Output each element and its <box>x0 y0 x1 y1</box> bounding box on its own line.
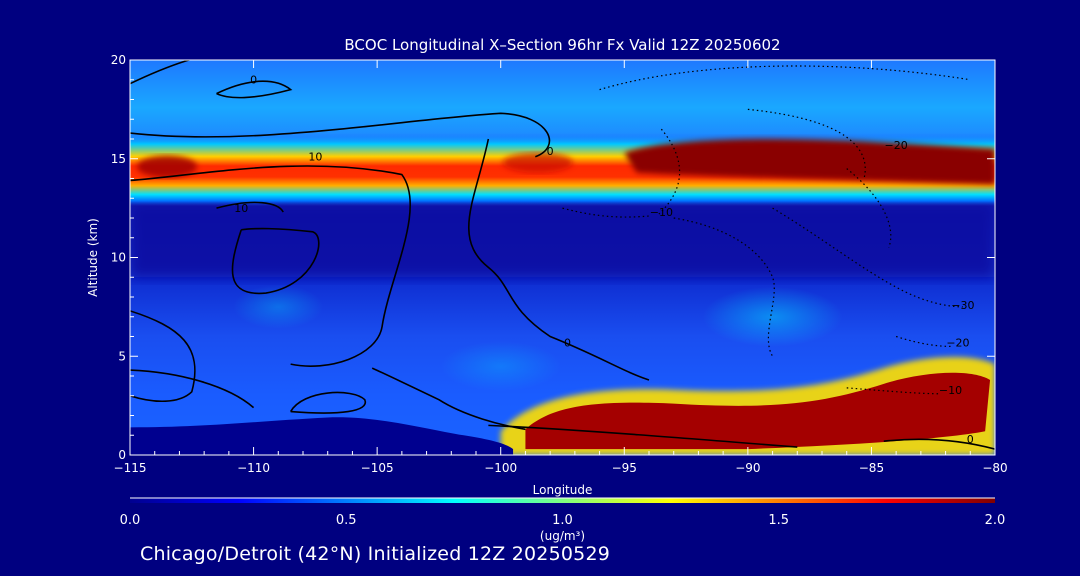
terrain-surface <box>130 417 514 455</box>
heatmap-field <box>130 60 995 455</box>
colorbar-label: 1.0 <box>552 513 573 528</box>
colorbar-gradient <box>130 498 995 503</box>
contour-line <box>130 310 196 403</box>
colorbar: 0.0 0.5 1.5 2.0 <box>120 497 1006 528</box>
colorbar-units: (ug/m³) <box>540 529 585 543</box>
contour-label: −10 <box>939 384 962 397</box>
x-axis-label: Longitude <box>533 483 593 497</box>
contour-line <box>772 207 963 308</box>
y-axis: 0 5 10 15 20 <box>111 53 995 462</box>
y-tick-label: 15 <box>111 152 126 166</box>
contour-line <box>846 387 941 395</box>
contour-label: −20 <box>946 336 969 349</box>
contour-line <box>371 367 526 431</box>
heat-patch <box>702 286 843 347</box>
contour-line <box>130 369 255 409</box>
contour-label: −20 <box>885 139 908 152</box>
y-tick-label: 5 <box>118 349 126 363</box>
x-tick-label: −80 <box>982 461 1007 475</box>
x-tick-label: −105 <box>361 461 394 475</box>
y-tick-label: 0 <box>118 448 126 462</box>
chart-title: BCOC Longitudinal X–Section 96hr Fx Vali… <box>344 36 780 54</box>
heat-low-core <box>130 202 995 278</box>
contour-line <box>130 165 411 367</box>
contour-label: 0 <box>547 145 554 158</box>
colorbar-tick-label: 0.0 <box>120 513 141 528</box>
contour-lines: 0 10 10 0 −10 −20 −30 −20 −10 0 0 <box>130 60 995 450</box>
contour-line <box>216 80 293 99</box>
heat-plume-core <box>525 372 991 450</box>
contour-label: 0 <box>250 74 257 87</box>
x-tick-label: −100 <box>484 461 517 475</box>
contour-label: −30 <box>951 299 974 312</box>
contour-label: −10 <box>650 206 673 219</box>
y-tick-label: 20 <box>111 53 126 67</box>
colorbar-tick-label: 1.5 <box>768 513 789 528</box>
contour-line <box>883 438 995 450</box>
terrain <box>130 417 514 455</box>
heat-upper-core <box>624 138 995 185</box>
x-axis: −115 −110 −105 −100 −95 −90 −85 −80 <box>114 60 1008 475</box>
contour-line <box>488 424 798 448</box>
contour-line <box>216 201 284 213</box>
contour-line <box>130 60 192 85</box>
heat-upper-core <box>137 155 198 178</box>
contour-label: 0 <box>564 336 571 349</box>
colorbar-tick-label: 2.0 <box>985 513 1006 528</box>
footer-caption: Chicago/Detroit (42°N) Initialized 12Z 2… <box>140 543 611 565</box>
contour-label: 10 <box>308 151 322 164</box>
contour-line <box>289 391 367 414</box>
y-tick-label: 10 <box>111 251 126 265</box>
x-tick-label: −85 <box>859 461 884 475</box>
heat-patch <box>233 284 324 329</box>
contour-label: 10 <box>234 202 248 215</box>
heat-patch <box>440 341 561 392</box>
x-tick-label: −115 <box>114 461 147 475</box>
x-tick-label: −95 <box>612 461 637 475</box>
colorbar-tick-label: 0.5 <box>336 513 357 528</box>
contour-line <box>130 112 551 158</box>
x-tick-label: −110 <box>237 461 270 475</box>
contour-line <box>895 335 951 347</box>
contour-line <box>231 227 320 295</box>
heat-upper-core <box>502 152 573 173</box>
contour-line <box>846 168 892 248</box>
y-axis-label: Altitude (km) <box>86 218 100 297</box>
contour-label: 0 <box>967 433 974 446</box>
contour-line <box>467 138 650 381</box>
x-tick-label: −90 <box>735 461 760 475</box>
